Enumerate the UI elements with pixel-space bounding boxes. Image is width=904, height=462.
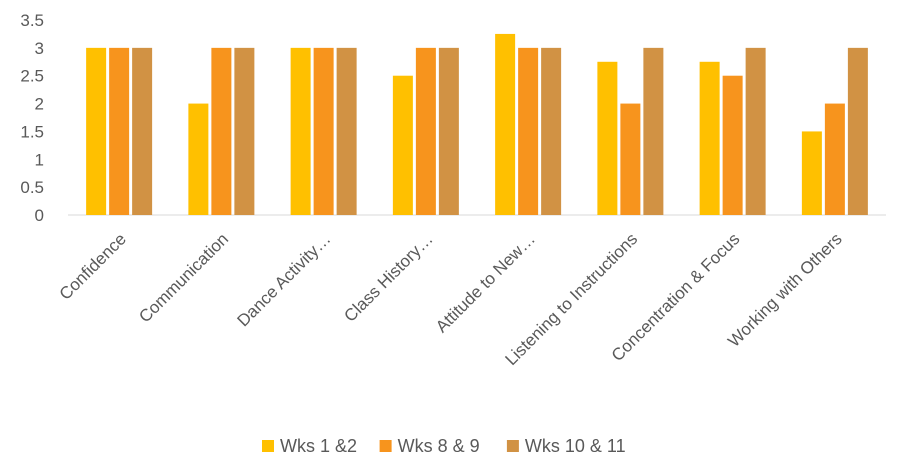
bar: [392, 75, 413, 215]
bar: [801, 131, 822, 215]
bar: [597, 61, 618, 216]
bar: [438, 47, 459, 215]
bar: [495, 33, 516, 215]
y-tick-label: 1: [35, 150, 44, 169]
category-label: Working with Others: [724, 229, 845, 350]
category-label: Class History…: [340, 229, 436, 325]
category-label: Attitude to New…: [432, 229, 539, 336]
bar: [643, 47, 664, 215]
bar: [132, 47, 153, 215]
bar: [290, 47, 311, 215]
legend-swatch: [379, 440, 392, 452]
bar: [620, 103, 641, 215]
legend: Wks 1 &2 Wks 8 & 9 Wks 10 & 11: [262, 436, 626, 456]
bars: [86, 33, 868, 216]
legend-swatch: [262, 440, 274, 452]
bar: [699, 61, 720, 216]
bar: [824, 103, 845, 215]
y-tick-label: 1.5: [20, 122, 44, 141]
bar: [188, 103, 209, 215]
y-tick-label: 2.5: [20, 67, 44, 86]
legend-label: Wks 1 &2: [280, 436, 357, 456]
x-axis: Confidence Communication Dance Activity… Cl…: [56, 229, 846, 369]
bar: [722, 75, 743, 215]
bar: [541, 47, 562, 215]
y-axis: 0 0.5 1 1.5 2 2.5 3 3.5: [20, 11, 44, 225]
y-tick-label: 0: [35, 206, 44, 225]
category-label: Dance Activity…: [234, 229, 335, 330]
bar: [211, 47, 232, 215]
y-tick-label: 0.5: [20, 178, 44, 197]
bar: [518, 47, 539, 215]
bar: [109, 47, 130, 215]
category-label: Communication: [135, 229, 232, 326]
legend-label: Wks 10 & 11: [525, 436, 626, 456]
bar: [415, 47, 436, 215]
legend-label: Wks 8 & 9: [398, 436, 480, 456]
bar: [86, 47, 107, 215]
bar: [847, 47, 868, 215]
legend-swatch: [506, 440, 519, 452]
category-label: Confidence: [56, 229, 130, 303]
y-tick-label: 3: [35, 39, 44, 58]
bar: [745, 47, 766, 215]
bar: [336, 47, 357, 215]
bar: [313, 47, 334, 215]
y-tick-label: 3.5: [20, 11, 44, 30]
y-tick-label: 2: [35, 95, 44, 114]
bar: [234, 47, 255, 215]
